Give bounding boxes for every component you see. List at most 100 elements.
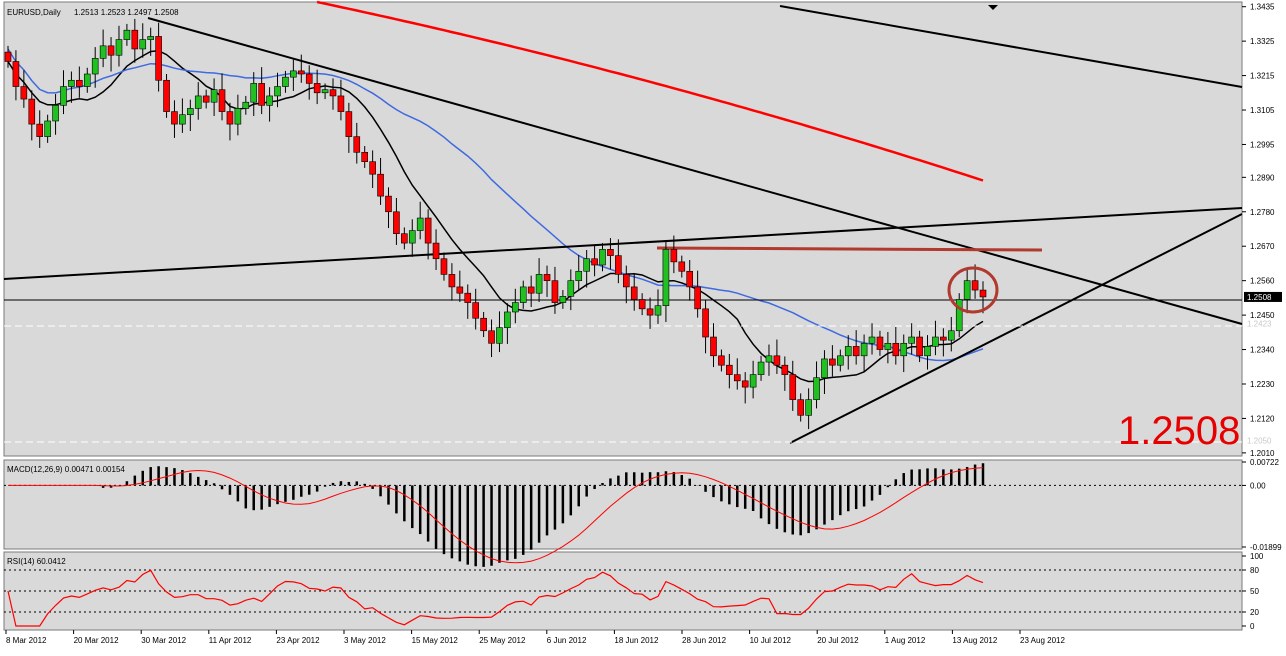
time-tick-label: 20 Jul 2012 (817, 636, 859, 645)
trendline-ascending-channel-top (3, 207, 1243, 280)
drawn-trendlines[interactable] (3, 5, 1243, 444)
candle-bull (504, 311, 511, 328)
candle-bull (83, 73, 91, 87)
candle-bull (91, 58, 99, 75)
candle-bear (551, 280, 559, 303)
candle-bear (733, 374, 741, 382)
candle-bull (765, 355, 773, 363)
candle-bear (218, 89, 226, 112)
candle-bull (821, 358, 828, 379)
candle-bear (615, 255, 622, 275)
time-tick-label: 28 Jun 2012 (682, 636, 727, 645)
candle-bear (678, 261, 686, 272)
candle-bull (512, 302, 519, 313)
macd-indicator: 0.00722 0.00 -0.01899 (4, 458, 1282, 567)
candle-bear (163, 79, 170, 112)
candle-bull (496, 327, 503, 344)
candle-bull (52, 105, 59, 122)
candle-bull (44, 120, 51, 137)
time-tick-label: 25 May 2012 (479, 636, 526, 645)
candle-bull (187, 108, 194, 116)
candle-bear (829, 358, 836, 366)
candle-bull (408, 230, 416, 244)
time-tick-label: 13 Aug 2012 (952, 636, 997, 645)
candle-bull (757, 361, 765, 375)
candle-bear (385, 195, 392, 213)
price-tick-label: 1.3105 (1250, 106, 1275, 115)
candle-bear (456, 286, 464, 294)
rsi-tick-label: 80 (1250, 566, 1259, 575)
candle-bull (274, 86, 281, 97)
candle-bull (599, 249, 606, 266)
highlight-circle (947, 266, 999, 314)
candle-bear (337, 95, 345, 112)
price-tick-label: 1.2560 (1250, 277, 1275, 286)
faded-price-label-lower: 1.2050 (1247, 436, 1272, 445)
resistance-line (656, 246, 1043, 252)
big-price-annotation: 1.2508 (1118, 409, 1240, 453)
candle-bear (797, 399, 804, 416)
rsi-line (7, 569, 984, 627)
candle-bull (567, 280, 575, 297)
rsi-label: RSI(14) 60.0412 (7, 557, 66, 566)
macd-panel-background (3, 459, 1243, 550)
candle-bull (924, 346, 931, 357)
candle-bear (670, 249, 678, 263)
candle-bear (107, 45, 115, 56)
candle-bear (353, 136, 361, 153)
time-tick-label: 23 Apr 2012 (276, 636, 320, 645)
chart-header: EURUSD,Daily 1.2513 1.2523 1.2497 1.2508 (7, 8, 179, 17)
time-tick-label: 3 May 2012 (344, 636, 386, 645)
candle-bear (361, 151, 369, 162)
rsi-tick-label: 100 (1250, 552, 1264, 561)
price-axis: 1.3435 1.3325 1.3215 1.3105 1.2995 1.2890 1.27… (1242, 3, 1282, 458)
candle-bear (940, 336, 947, 341)
candle-bull (194, 95, 202, 109)
candle-bear (488, 330, 495, 344)
candle-bear (226, 111, 234, 125)
time-tick-label: 1 Aug 2012 (885, 636, 926, 645)
candle-bear (638, 299, 646, 310)
candle-bear (305, 73, 313, 84)
candle-bull (290, 70, 297, 78)
price-tick-label: 1.2010 (1250, 449, 1275, 458)
candle-bear (131, 29, 139, 50)
candle-bull (147, 36, 154, 40)
ohlc-values: 1.2513 1.2523 1.2497 1.2508 (74, 8, 179, 17)
price-tick-label: 1.3215 (1250, 72, 1275, 81)
price-tick-label: 1.2890 (1250, 173, 1275, 182)
candle-bear (852, 346, 860, 357)
candle-bull (583, 258, 590, 272)
rsi-tick-label: 50 (1250, 587, 1259, 596)
candle-bear (369, 161, 376, 175)
macd-tick-label: -0.01899 (1250, 543, 1282, 552)
candle-bull (60, 86, 67, 106)
candle-bear (710, 336, 717, 357)
candle-bear (646, 308, 654, 316)
time-axis: 8 Mar 2012 20 Mar 2012 30 Mar 2012 11 Apr 2… (5, 630, 1065, 645)
candle-bear (726, 364, 733, 375)
candle-bull (115, 39, 123, 56)
candle-bull (575, 270, 583, 281)
current-price-box (1244, 291, 1282, 302)
current-price-label: 1.2508 (1247, 293, 1272, 302)
candle-bull (234, 108, 242, 125)
candle-bear (432, 242, 440, 260)
candle-bear (258, 83, 265, 106)
candle-bear (480, 317, 487, 332)
candle-bear (393, 211, 400, 234)
symbol-timeframe: EURUSD,Daily (7, 8, 61, 17)
candle-bear (313, 83, 321, 94)
candle-bear (607, 249, 614, 256)
candle-bull (908, 336, 915, 344)
chart-shift-marker-icon[interactable] (988, 5, 998, 10)
candle-bull (68, 79, 75, 87)
candle-bull (749, 374, 757, 388)
candle-bear (892, 342, 900, 357)
candle-bull (139, 39, 147, 50)
candle-bear (4, 51, 12, 62)
candle-bull (242, 101, 250, 109)
macd-signal-line (8, 467, 984, 564)
